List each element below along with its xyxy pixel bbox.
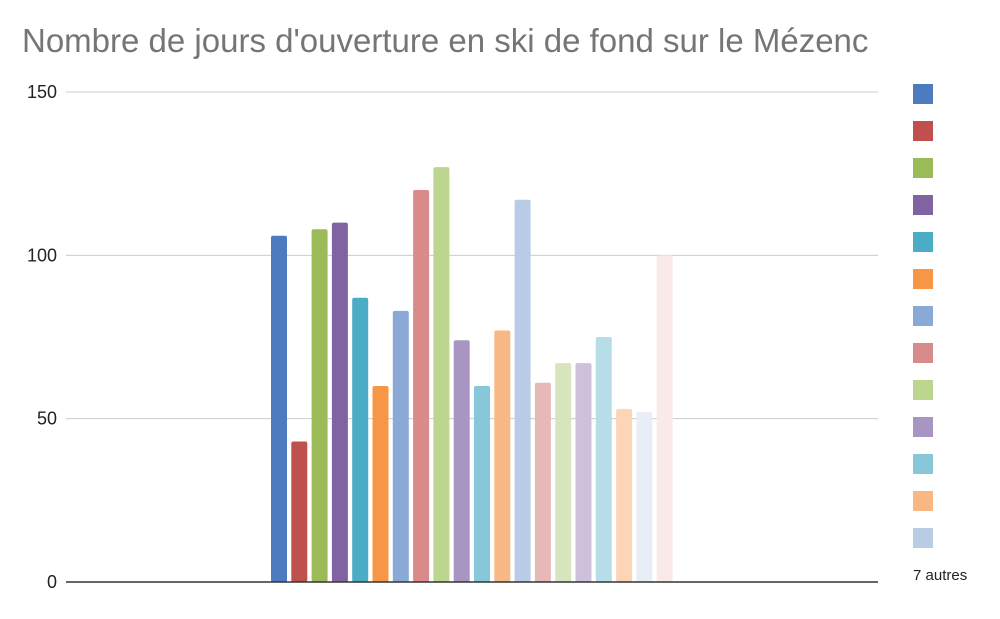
- gridlines: [66, 91, 878, 420]
- bar: [311, 229, 328, 582]
- bar: [331, 222, 348, 582]
- y-tick-label: 50: [37, 409, 57, 429]
- bar: [656, 255, 673, 583]
- bar: [636, 412, 653, 582]
- legend-swatch: [913, 306, 933, 326]
- legend: 7 autres: [913, 84, 967, 584]
- y-tick-label: 100: [27, 245, 57, 265]
- legend-swatch: [913, 417, 933, 437]
- legend-swatch: [913, 343, 933, 363]
- legend-swatch: [913, 528, 933, 548]
- bar: [271, 235, 287, 582]
- bar: [494, 330, 511, 582]
- bar: [433, 167, 450, 582]
- bar: [392, 310, 409, 582]
- legend-swatch: [913, 232, 933, 252]
- legend-swatch: [913, 195, 933, 215]
- y-axis: 0 50 100 150: [27, 82, 878, 592]
- legend-more-label[interactable]: 7 autres: [913, 567, 967, 584]
- bar: [291, 441, 308, 582]
- bar: [595, 337, 612, 582]
- bar: [352, 297, 369, 582]
- bars: [271, 167, 673, 583]
- legend-swatch: [913, 269, 933, 289]
- y-tick-label: 0: [47, 572, 57, 592]
- legend-swatch: [913, 454, 933, 474]
- bar: [453, 340, 470, 582]
- legend-swatch: [913, 121, 933, 141]
- bar: [514, 199, 531, 583]
- y-tick-label: 150: [27, 82, 57, 102]
- bar: [555, 363, 572, 582]
- legend-swatch: [913, 491, 933, 511]
- legend-swatch: [913, 380, 933, 400]
- bar: [575, 363, 592, 582]
- legend-swatch: [913, 158, 933, 178]
- bar: [413, 190, 430, 582]
- chart-title: Nombre de jours d'ouverture en ski de fo…: [22, 22, 869, 59]
- bar: [474, 386, 490, 582]
- bar: [616, 408, 633, 582]
- legend-swatch: [913, 84, 933, 104]
- bar: [534, 382, 551, 582]
- bar: [372, 386, 389, 582]
